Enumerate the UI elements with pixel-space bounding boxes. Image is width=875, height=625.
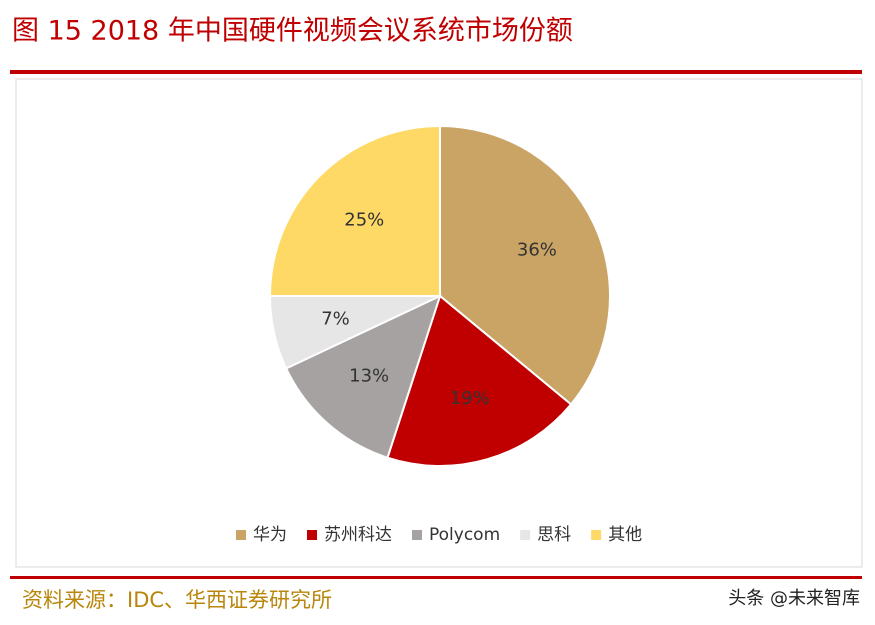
legend-label: 思科 bbox=[537, 525, 571, 545]
data-label: 13% bbox=[349, 365, 389, 386]
legend-label: Polycom bbox=[429, 525, 500, 545]
pie-slice bbox=[439, 124, 611, 406]
watermark: 头条 @未来智库 bbox=[728, 588, 860, 609]
legend-label: 华为 bbox=[253, 525, 287, 545]
data-label: 36% bbox=[517, 239, 557, 260]
title-rule bbox=[10, 70, 862, 74]
pie-slice bbox=[386, 294, 573, 467]
legend-label: 其他 bbox=[608, 525, 642, 545]
source-rule bbox=[10, 576, 862, 579]
legend: 华为 苏州科达 Polycom 思科 其他 bbox=[236, 525, 642, 545]
pie: 36% 19% 13% 7% 25% bbox=[268, 124, 611, 467]
legend-swatch bbox=[236, 530, 246, 540]
legend-swatch bbox=[520, 530, 531, 540]
chart-title: 图 15 2018 年中国硬件视频会议系统市场份额 bbox=[12, 16, 573, 47]
data-label: 19% bbox=[450, 388, 490, 409]
data-label: 25% bbox=[344, 209, 384, 230]
legend-swatch bbox=[307, 530, 317, 540]
pie-slice bbox=[268, 124, 441, 297]
legend-label: 苏州科达 bbox=[324, 525, 392, 545]
pie-slice bbox=[284, 294, 442, 459]
data-label: 7% bbox=[321, 308, 350, 329]
legend-swatch bbox=[412, 530, 422, 540]
legend-swatch bbox=[591, 530, 602, 540]
source-note: 资料来源：IDC、华西证券研究所 bbox=[22, 588, 332, 612]
chart-frame bbox=[15, 78, 863, 568]
